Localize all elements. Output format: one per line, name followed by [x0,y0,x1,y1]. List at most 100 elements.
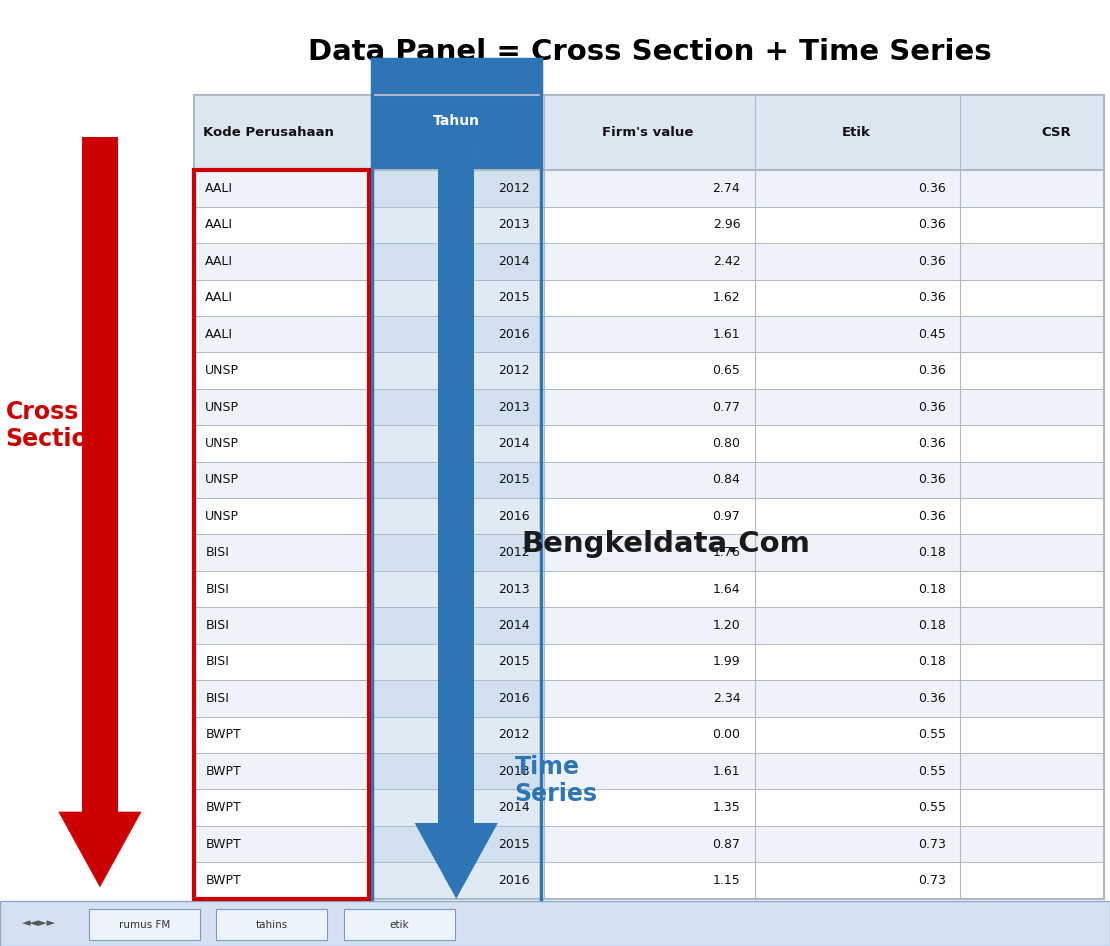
FancyBboxPatch shape [194,607,1104,643]
Text: 2012: 2012 [498,364,529,377]
Text: 0.36: 0.36 [918,254,946,268]
Text: 0.36: 0.36 [918,182,946,195]
Text: 1.35: 1.35 [713,801,740,815]
Text: AALI: AALI [205,291,233,305]
Text: 0.80: 0.80 [713,437,740,450]
FancyBboxPatch shape [194,753,1104,789]
Text: 1.20: 1.20 [713,619,740,632]
Text: 0.55: 0.55 [918,728,946,742]
Text: 0.36: 0.36 [918,219,946,232]
Text: BWPT: BWPT [205,837,241,850]
Text: 0.36: 0.36 [918,364,946,377]
Text: BISI: BISI [205,583,230,596]
Text: 0.97: 0.97 [713,510,740,523]
Text: 0.18: 0.18 [918,583,946,596]
FancyBboxPatch shape [438,137,474,823]
Text: 2016: 2016 [498,510,529,523]
Text: UNSP: UNSP [205,473,240,486]
Text: AALI: AALI [205,254,233,268]
Text: tahins: tahins [255,920,289,930]
FancyBboxPatch shape [194,170,1104,206]
Text: 2013: 2013 [498,219,529,232]
FancyBboxPatch shape [194,352,1104,389]
Text: 0.77: 0.77 [713,400,740,413]
FancyBboxPatch shape [372,59,541,170]
Text: UNSP: UNSP [205,510,240,523]
Text: 0.84: 0.84 [713,473,740,486]
FancyBboxPatch shape [194,717,1104,753]
Text: 2013: 2013 [498,764,529,778]
Text: BWPT: BWPT [205,801,241,815]
Text: 0.18: 0.18 [918,546,946,559]
Polygon shape [415,823,497,899]
Polygon shape [58,812,142,887]
Text: BWPT: BWPT [205,874,241,887]
Text: AALI: AALI [205,219,233,232]
Text: 2016: 2016 [498,874,529,887]
Text: ▼: ▼ [453,148,460,157]
Text: 2012: 2012 [498,728,529,742]
FancyBboxPatch shape [194,570,1104,607]
Text: 0.00: 0.00 [713,728,740,742]
FancyBboxPatch shape [194,643,1104,680]
Text: BWPT: BWPT [205,764,241,778]
FancyBboxPatch shape [344,909,455,940]
Text: 0.55: 0.55 [918,801,946,815]
Text: 0.55: 0.55 [918,764,946,778]
Text: 2016: 2016 [498,692,529,705]
Text: 0.36: 0.36 [918,692,946,705]
FancyBboxPatch shape [82,137,118,812]
Text: UNSP: UNSP [205,364,240,377]
Text: BISI: BISI [205,546,230,559]
FancyBboxPatch shape [216,909,327,940]
FancyBboxPatch shape [194,95,1104,170]
Text: 2014: 2014 [498,619,529,632]
FancyBboxPatch shape [194,826,1104,862]
Text: CSR: CSR [1041,126,1071,139]
FancyBboxPatch shape [440,142,473,163]
Text: 0.18: 0.18 [918,619,946,632]
FancyBboxPatch shape [194,389,1104,425]
Text: Kode Perusahaan: Kode Perusahaan [203,126,334,139]
FancyBboxPatch shape [194,462,1104,498]
Text: 2014: 2014 [498,801,529,815]
Text: 2016: 2016 [498,327,529,341]
Text: Bengkeldata.Com: Bengkeldata.Com [522,530,810,558]
Text: 0.65: 0.65 [713,364,740,377]
Text: Firm's value: Firm's value [602,126,694,139]
Text: 1.15: 1.15 [713,874,740,887]
Text: Data Panel = Cross Section + Time Series: Data Panel = Cross Section + Time Series [307,38,991,66]
Text: 2015: 2015 [497,473,529,486]
FancyBboxPatch shape [194,863,1104,899]
Text: 0.36: 0.36 [918,510,946,523]
FancyBboxPatch shape [194,534,1104,570]
Text: AALI: AALI [205,182,233,195]
Text: etik: etik [390,920,410,930]
Text: 2012: 2012 [498,182,529,195]
FancyBboxPatch shape [194,316,1104,352]
Text: 0.18: 0.18 [918,656,946,669]
FancyBboxPatch shape [194,279,1104,316]
FancyBboxPatch shape [194,206,1104,243]
Text: 2015: 2015 [497,656,529,669]
FancyBboxPatch shape [194,498,1104,534]
Text: UNSP: UNSP [205,400,240,413]
Text: 0.73: 0.73 [918,837,946,850]
Text: 1.61: 1.61 [713,764,740,778]
Text: AALI: AALI [205,327,233,341]
Text: 2015: 2015 [497,291,529,305]
Text: 2013: 2013 [498,583,529,596]
Text: 1.61: 1.61 [713,327,740,341]
Text: BWPT: BWPT [205,728,241,742]
Text: 2.74: 2.74 [713,182,740,195]
FancyBboxPatch shape [194,789,1104,826]
FancyBboxPatch shape [194,243,1104,279]
FancyBboxPatch shape [89,909,200,940]
Text: 2.34: 2.34 [713,692,740,705]
Text: 2012: 2012 [498,546,529,559]
Text: BISI: BISI [205,656,230,669]
FancyBboxPatch shape [194,95,1104,899]
Text: 0.73: 0.73 [918,874,946,887]
Text: 0.45: 0.45 [918,327,946,341]
Text: 0.36: 0.36 [918,291,946,305]
